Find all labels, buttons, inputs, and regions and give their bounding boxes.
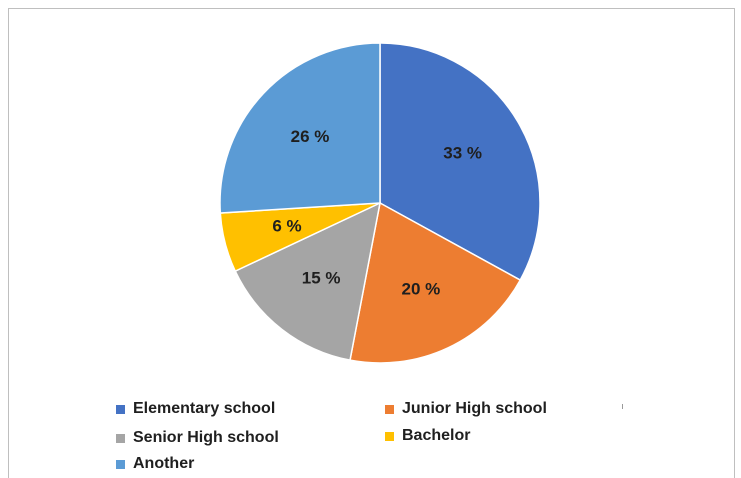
pie-slice-elementary-school [379,42,541,282]
chart-frame [8,8,735,478]
pie-slice-another [219,42,381,214]
pie-slice-junior-high-school [349,201,522,364]
pie-slice-senior-high-school [234,201,382,362]
pie-label-another: 26 % [291,127,330,146]
stray-tick-mark [622,404,623,409]
pie-label-bachelor: 6 % [272,216,301,235]
pie-label-junior-high-school: 20 % [401,279,440,298]
pie-label-senior-high-school: 15 % [302,268,341,287]
pie-label-elementary-school: 33 % [443,144,482,163]
pie-slice-labels: 33 % 20 % 15 % 6 % 26 % [272,127,482,299]
pie-slices [219,42,541,364]
